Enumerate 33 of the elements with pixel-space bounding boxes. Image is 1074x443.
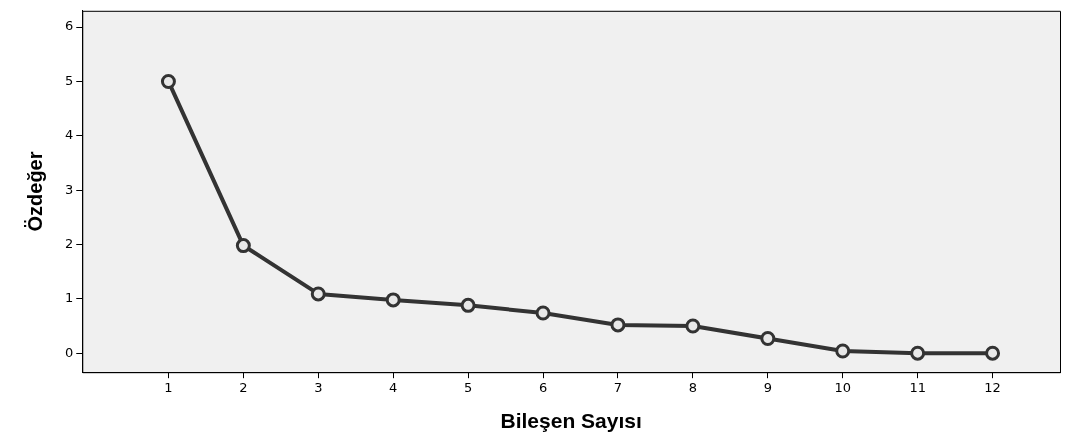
point <box>535 305 551 321</box>
x-tick-label: 12 <box>984 380 1001 396</box>
x-tick-label: 5 <box>463 380 473 396</box>
x-tick-label: 8 <box>688 380 698 396</box>
point <box>685 318 701 334</box>
y-tick-label: 0 <box>64 344 74 360</box>
point <box>385 292 401 308</box>
y-tick-label: 5 <box>64 72 74 88</box>
x-tick-label: 4 <box>389 380 398 396</box>
x-tick-label: 9 <box>763 380 772 396</box>
x-tick-label: 11 <box>909 380 926 396</box>
x-tick-label: 7 <box>613 380 623 396</box>
y-tick-label: 1 <box>64 290 74 306</box>
x-tick-label: 6 <box>538 380 548 396</box>
point <box>460 297 476 313</box>
point <box>910 345 926 361</box>
point <box>310 286 326 302</box>
y-tick-label: 4 <box>64 127 74 143</box>
point <box>610 317 626 333</box>
y-tick-label: 6 <box>64 18 74 34</box>
point <box>760 331 776 347</box>
x-tick-label: 3 <box>314 380 323 396</box>
x-tick-label: 1 <box>164 380 173 396</box>
point <box>160 73 176 89</box>
x-axis-title: Bileşen Sayısı <box>500 409 642 433</box>
y-tick-label: 2 <box>64 235 74 251</box>
point <box>985 345 1001 361</box>
point <box>835 343 851 359</box>
y-tick-label: 3 <box>64 181 74 197</box>
x-tick-label: 2 <box>239 380 248 396</box>
x-tick-label: 10 <box>834 380 851 396</box>
point <box>235 238 251 254</box>
y-axis-title: Özdeğer <box>23 151 46 232</box>
